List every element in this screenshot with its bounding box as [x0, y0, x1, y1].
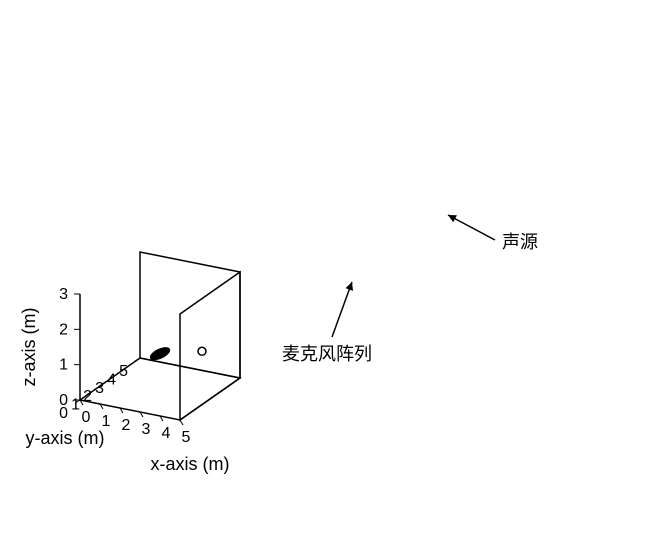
z-tick-label: 0: [59, 392, 68, 409]
y-tick-label: 1: [71, 397, 80, 414]
y-tick-label: 5: [119, 363, 128, 380]
x-axis-title: x-axis (m): [151, 454, 230, 474]
floor-plane: [80, 358, 240, 420]
source-marker: [198, 347, 206, 355]
x-tick-label: 5: [182, 429, 191, 446]
z-tick-label: 1: [59, 357, 68, 374]
y-tick-label: 4: [107, 371, 116, 388]
mic-array-label: 麦克风阵列: [282, 344, 372, 364]
source-label: 声源: [502, 232, 538, 252]
back-wall-x: [180, 272, 240, 420]
y-tick-label: 2: [83, 388, 92, 405]
plot-3d: 0123450123450123x-axis (m)y-axis (m)z-ax…: [0, 0, 663, 542]
x-tick-label: 4: [162, 425, 171, 442]
x-tick-label: 3: [142, 421, 151, 438]
x-tick-label: 0: [82, 409, 91, 426]
y-axis-title: y-axis (m): [26, 428, 105, 448]
z-tick-label: 2: [59, 321, 68, 338]
y-tick-label: 3: [95, 380, 104, 397]
z-tick-label: 3: [59, 286, 68, 303]
x-tick-label: 2: [122, 417, 131, 434]
z-axis-title: z-axis (m): [19, 308, 39, 387]
